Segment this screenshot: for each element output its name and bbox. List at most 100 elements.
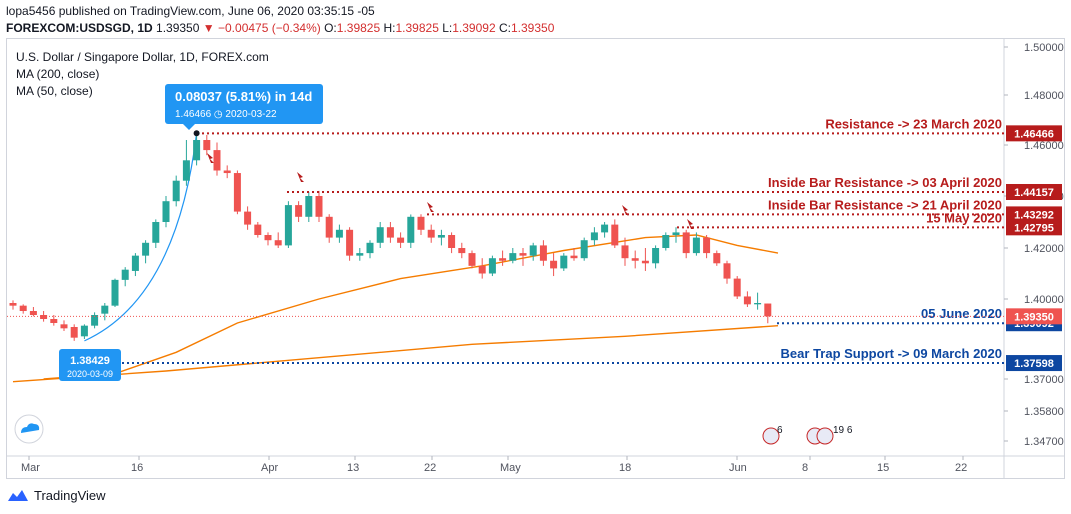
ma50-line	[43, 234, 779, 380]
candle-body	[692, 237, 700, 254]
candle-body	[223, 170, 231, 174]
price-tag-label: 1.37598	[1014, 358, 1054, 370]
candle-body	[631, 258, 639, 261]
candle-body	[478, 265, 486, 274]
down-arrow-icon: ▼	[202, 21, 215, 35]
high-value: 1.39825	[395, 21, 439, 35]
candle-body	[652, 248, 660, 264]
measure-curve	[84, 133, 198, 342]
low-value: 1.39092	[452, 21, 496, 35]
candle-body	[193, 140, 201, 161]
y-tick-label: 1.34700	[1024, 436, 1064, 448]
pin-marker-icon	[622, 205, 629, 215]
candle-body	[152, 222, 160, 243]
candle-body	[672, 232, 680, 235]
candle-body	[519, 253, 527, 256]
candle-body	[682, 232, 690, 254]
candle-body	[70, 327, 78, 338]
candle-body	[448, 235, 456, 248]
legend-item: MA (200, close)	[16, 67, 99, 81]
h-label: H:	[383, 21, 396, 35]
y-tick-label: 1.40000	[1024, 294, 1064, 306]
candle-body	[213, 150, 221, 171]
candle-body	[315, 196, 323, 217]
candle-body	[570, 255, 578, 259]
event-count: 6	[777, 425, 783, 436]
candle-body	[488, 258, 496, 274]
change: −0.00475 (−0.34%)	[218, 21, 321, 35]
candle-body	[580, 240, 588, 259]
candle-body	[550, 260, 558, 269]
candle-body	[60, 324, 68, 329]
last-price: 1.39350	[156, 21, 200, 35]
event-count: 19 6	[833, 425, 853, 436]
pin-marker-icon	[687, 219, 694, 229]
candle-body	[305, 196, 313, 217]
candle-body	[499, 258, 507, 261]
candle-body	[111, 279, 119, 306]
candle-body	[417, 216, 425, 230]
price-tag-label: 1.46466	[1014, 128, 1054, 140]
candle-body	[80, 325, 88, 337]
open-value: 1.39825	[336, 21, 381, 35]
candle-body	[284, 205, 292, 246]
candle-body	[172, 180, 180, 202]
close-value: 1.39350	[510, 21, 555, 35]
candle-body	[142, 242, 150, 256]
candle-body	[335, 229, 343, 238]
measure-title: 0.08037 (5.81%) in 14d	[175, 89, 312, 104]
candle-body	[91, 315, 99, 326]
legend-item: MA (50, close)	[16, 84, 93, 98]
chart-frame[interactable]: 1.500001.480001.460001.440001.420001.400…	[6, 38, 1065, 479]
candle-body	[754, 303, 762, 305]
y-tick-label: 1.48000	[1024, 90, 1064, 102]
x-tick-label: 18	[619, 462, 631, 474]
us-flag-icon	[762, 427, 780, 445]
publish-info: lopa5456 published on TradingView.com, J…	[6, 4, 375, 18]
measure-sub: 1.46466 ◷ 2020-03-22	[175, 109, 277, 120]
candle-body	[264, 235, 272, 241]
y-tick-label: 1.35800	[1024, 406, 1064, 418]
l-label: L:	[442, 21, 453, 35]
price-tag	[1006, 355, 1062, 372]
y-tick-label: 1.46000	[1024, 140, 1064, 152]
candle-body	[254, 224, 262, 235]
price-tag	[1006, 183, 1062, 200]
candle-body	[539, 245, 547, 261]
tradingview-footer[interactable]: TradingView	[6, 487, 106, 503]
level-label: 05 June 2020	[921, 306, 1002, 321]
price-tag-label: 1.43292	[1014, 209, 1054, 221]
candle-body	[437, 235, 445, 238]
candle-body	[743, 296, 751, 305]
low-date: 2020-03-09	[67, 369, 113, 379]
candle-body	[131, 255, 139, 271]
legend-item: U.S. Dollar / Singapore Dollar, 1D, FORE…	[16, 50, 269, 64]
y-tick-label: 1.50000	[1024, 42, 1064, 54]
candle-body	[764, 303, 772, 317]
x-tick-label: May	[500, 462, 521, 474]
x-tick-label: 8	[802, 462, 808, 474]
cloud-icon	[21, 423, 40, 433]
low-box	[59, 349, 121, 381]
x-tick-label: Mar	[21, 462, 40, 474]
candle-body	[356, 253, 364, 256]
level-label: 15 May 2020	[926, 210, 1002, 225]
candle-body	[509, 253, 517, 261]
us-flag-icon	[816, 427, 834, 445]
symbol-info: FOREXCOM:USDSGD, 1D 1.39350 ▼ −0.00475 (…	[6, 21, 554, 35]
candle-body	[40, 315, 48, 319]
candle-body	[529, 245, 537, 256]
candle-body	[121, 269, 129, 280]
peak-dot	[193, 130, 200, 137]
candle-body	[733, 278, 741, 297]
o-label: O:	[324, 21, 337, 35]
candle-body	[397, 237, 405, 243]
measure-pointer	[183, 124, 195, 130]
level-label: Inside Bar Resistance -> 03 April 2020	[768, 175, 1002, 190]
candle-body	[233, 173, 241, 212]
price-chart[interactable]: 1.500001.480001.460001.440001.420001.400…	[7, 39, 1064, 478]
pin-marker-icon	[427, 202, 434, 212]
y-tick-label: 1.37000	[1024, 374, 1064, 386]
candle-body	[9, 303, 17, 306]
pin-marker-icon	[207, 153, 214, 163]
